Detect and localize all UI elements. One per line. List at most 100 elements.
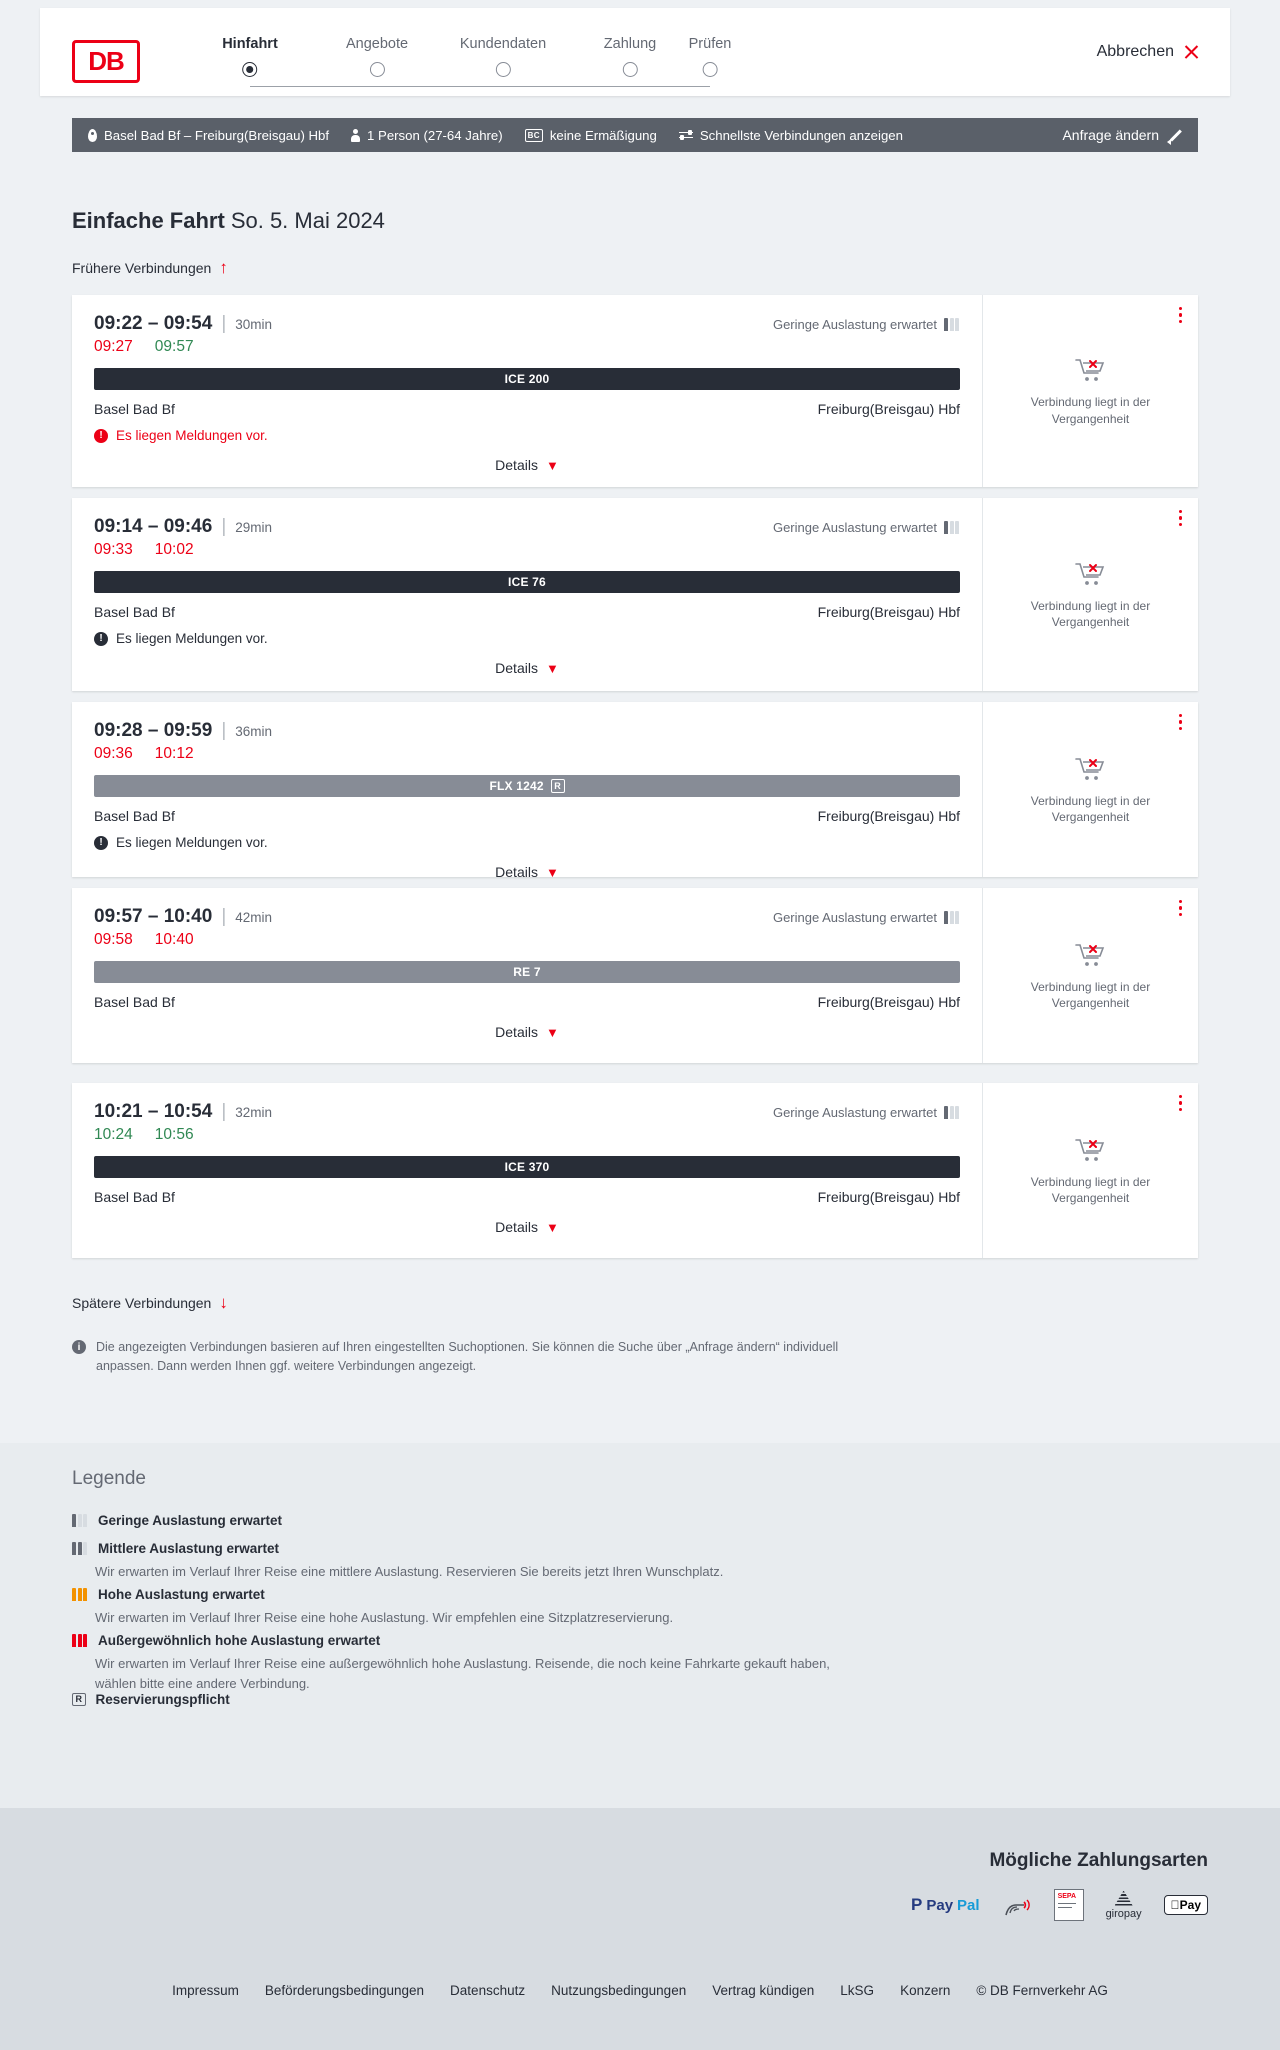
cancel-button[interactable]: Abbrechen	[1097, 43, 1200, 61]
footer-link-impressum[interactable]: Impressum	[172, 1983, 239, 1998]
planned-time: 09:14 – 09:46	[94, 516, 213, 537]
change-request-button[interactable]: Anfrage ändern	[1062, 127, 1182, 145]
footer-link-vertrag-k-ndigen[interactable]: Vertrag kündigen	[712, 1983, 815, 1998]
train-banner[interactable]: ICE 370	[94, 1156, 960, 1178]
legend-item-desc: Wir erwarten im Verlauf Ihrer Reise eine…	[95, 1656, 830, 1691]
stepper-step-angebote[interactable]: Angebote	[346, 36, 408, 77]
footer-link-nutzungsbedingungen[interactable]: Nutzungsbedingungen	[551, 1983, 687, 1998]
stepper-dot-icon	[702, 62, 718, 77]
connection-message[interactable]: ! Es liegen Meldungen vor.	[94, 631, 960, 646]
station-row: Basel Bad Bf Freiburg(Breisgau) Hbf	[94, 604, 960, 620]
stepper-step-label: Kundendaten	[459, 36, 547, 52]
more-options-button[interactable]	[1178, 1095, 1182, 1114]
booking-panel: Verbindung liegt in der Vergangenheit	[982, 1083, 1198, 1258]
footer-copyright: © DB Fernverkehr AG	[976, 1983, 1108, 1998]
criteria-route[interactable]: Basel Bad Bf – Freiburg(Breisgau) Hbf	[88, 128, 329, 143]
stepper-step-prüfen[interactable]: Prüfen	[689, 36, 731, 77]
footer-link-konzern[interactable]: Konzern	[900, 1983, 951, 1998]
footer-link-bef-rderungsbedingungen[interactable]: Beförderungsbedingungen	[264, 1983, 425, 1998]
connection-message-text: Es liegen Meldungen vor.	[116, 631, 268, 646]
booking-panel: Verbindung liegt in der Vergangenheit	[982, 702, 1198, 877]
legend-item-label: Reservierungspflicht	[95, 1692, 230, 1707]
location-pin-icon	[88, 128, 97, 142]
connection-card[interactable]: Geringe Auslastung erwartet 09:22 – 09:54…	[72, 295, 1198, 487]
db-logo-icon[interactable]: DB	[72, 40, 140, 83]
realtime-departure: 09:36	[94, 745, 133, 762]
connection-card[interactable]: Geringe Auslastung erwartet 09:14 – 09:46…	[72, 498, 1198, 691]
legend-item-desc: Wir erwarten im Verlauf Ihrer Reise eine…	[95, 1564, 724, 1579]
connection-times: 09:57 – 10:40 | 42min	[94, 906, 960, 928]
utilization-label: Geringe Auslastung erwartet	[772, 910, 937, 925]
station-row: Basel Bad Bf Freiburg(Breisgau) Hbf	[94, 994, 960, 1010]
legend-item: Geringe Auslastung erwartet	[72, 1513, 282, 1528]
chevron-down-icon: ▼	[545, 864, 559, 880]
connection-message[interactable]: ! Es liegen Meldungen vor.	[94, 835, 960, 850]
connection-times: 09:28 – 09:59 | 36min	[94, 720, 960, 742]
connection-card[interactable]: 09:28 – 09:59 | 36min 09:36 10:12 FLX 1242 R Ba…	[72, 702, 1198, 880]
station-row: Basel Bad Bf Freiburg(Breisgau) Hbf	[94, 1189, 960, 1205]
departure-station: Basel Bad Bf	[94, 1189, 175, 1205]
booking-panel: Verbindung liegt in der Vergangenheit	[982, 888, 1198, 1063]
realtime-departure: 09:27	[94, 338, 133, 355]
stepper-step-zahlung[interactable]: Zahlung	[604, 36, 656, 77]
cart-unavailable-icon	[1074, 754, 1108, 784]
chevron-down-icon: ▼	[545, 1219, 559, 1235]
details-toggle[interactable]: Details ▼	[94, 1219, 960, 1235]
duration-label: 42min	[235, 910, 273, 925]
more-options-button[interactable]	[1178, 900, 1182, 919]
realtime-times: 09:36 10:12	[94, 745, 960, 763]
later-connections-label: Spätere Verbindungen	[72, 1294, 212, 1311]
train-banner[interactable]: ICE 76	[94, 571, 960, 593]
legend-item-head: Außergewöhnlich hohe Auslastung erwartet	[72, 1633, 855, 1648]
train-name: ICE 76	[508, 575, 546, 589]
connection-card[interactable]: Geringe Auslastung erwartet 09:57 – 10:40…	[72, 888, 1198, 1063]
cart-unavailable-icon	[1074, 355, 1108, 385]
stepper-dot-icon	[622, 62, 638, 77]
alert-icon: !	[94, 835, 108, 850]
occupancy-icon-level-1	[72, 1514, 88, 1527]
criteria-sorting[interactable]: Schnellste Verbindungen anzeigen	[678, 128, 903, 143]
criteria-passengers[interactable]: 1 Person (27-64 Jahre)	[351, 128, 503, 143]
utilization-label: Geringe Auslastung erwartet	[772, 520, 937, 535]
connection-times: 10:21 – 10:54 | 32min	[94, 1101, 960, 1123]
contactless-payment-icon[interactable]	[1002, 1890, 1032, 1920]
close-icon[interactable]	[1183, 44, 1200, 61]
paypal-icon[interactable]: P Pay Pal	[911, 1895, 980, 1914]
booking-panel: Verbindung liegt in der Vergangenheit	[982, 498, 1198, 691]
more-options-button[interactable]	[1178, 510, 1182, 529]
time-separator: |	[221, 313, 227, 334]
train-banner[interactable]: ICE 200	[94, 368, 960, 390]
legend-item-head: Mittlere Auslastung erwartet	[72, 1541, 855, 1556]
criteria-discount[interactable]: BC keine Ermäßigung	[524, 128, 657, 143]
train-banner[interactable]: FLX 1242 R	[94, 775, 960, 797]
more-options-button[interactable]	[1178, 307, 1182, 326]
connection-details: Geringe Auslastung erwartet 09:14 – 09:46…	[72, 498, 982, 691]
connection-message[interactable]: ! Es liegen Meldungen vor.	[94, 428, 960, 443]
stepper-track	[250, 85, 710, 88]
details-toggle[interactable]: Details ▼	[94, 1024, 960, 1040]
more-options-button[interactable]	[1178, 714, 1182, 733]
details-toggle[interactable]: Details ▼	[94, 660, 960, 676]
stepper-step-label: Zahlung	[603, 36, 657, 52]
connection-card[interactable]: Geringe Auslastung erwartet 10:21 – 10:54…	[72, 1083, 1198, 1258]
alert-icon: !	[94, 631, 108, 646]
stepper-step-hinfahrt[interactable]: Hinfahrt	[222, 36, 278, 77]
earlier-connections-button[interactable]: Frühere Verbindungen ↑	[72, 259, 228, 276]
planned-time: 09:28 – 09:59	[94, 720, 213, 741]
stepper-step-kundendaten[interactable]: Kundendaten	[460, 36, 546, 77]
past-connection-label: Verbindung liegt in der Vergangenheit	[1030, 979, 1151, 1010]
later-connections-button[interactable]: Spätere Verbindungen ↓	[72, 1294, 228, 1311]
giropay-icon[interactable]: giropay	[1106, 1890, 1142, 1920]
details-toggle[interactable]: Details ▼	[94, 864, 960, 880]
occupancy-icon	[944, 318, 960, 331]
pencil-icon	[1167, 128, 1182, 145]
apple-pay-icon[interactable]: Pay	[1163, 1890, 1208, 1920]
footer-link-datenschutz[interactable]: Datenschutz	[450, 1983, 526, 1998]
footer-link-lksg[interactable]: LkSG	[840, 1983, 875, 1998]
planned-time: 10:21 – 10:54	[94, 1101, 213, 1122]
sepa-direct-debit-icon[interactable]: SEPA	[1053, 1889, 1084, 1921]
details-toggle[interactable]: Details ▼	[94, 457, 960, 473]
train-banner[interactable]: RE 7	[94, 961, 960, 983]
occupancy-icon	[944, 521, 960, 534]
